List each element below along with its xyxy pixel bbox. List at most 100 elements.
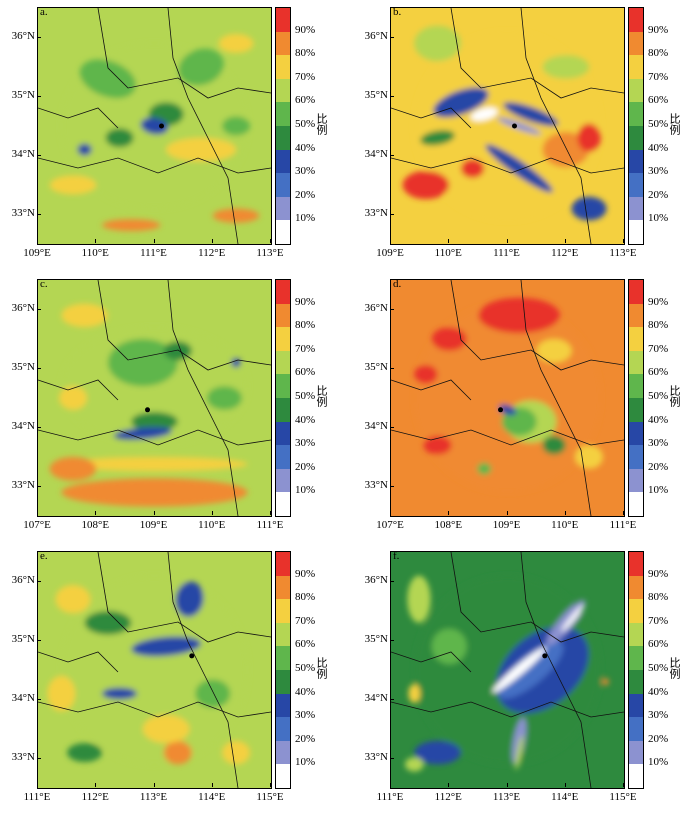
colorbar-label: 70% xyxy=(648,342,669,355)
contour-region xyxy=(163,740,192,765)
colorbar-segment xyxy=(629,646,643,670)
panel-label: e. xyxy=(40,550,48,562)
province-boundary xyxy=(38,429,271,446)
colorbar-label: 40% xyxy=(648,413,669,426)
lon-tick-label: 112°E xyxy=(81,791,109,803)
lon-tick xyxy=(270,239,271,243)
station-marker xyxy=(498,407,504,413)
colorbar-segment xyxy=(276,102,290,126)
lon-tick xyxy=(270,783,271,787)
colorbar-label: 40% xyxy=(648,141,669,154)
colorbar-segment xyxy=(629,374,643,398)
colorbar-label: 10% xyxy=(295,484,316,497)
colorbar-label: 60% xyxy=(648,638,669,651)
colorbar-segment xyxy=(276,126,290,150)
colorbar-segment xyxy=(276,350,290,375)
province-boundary xyxy=(520,280,592,516)
contour-region xyxy=(166,137,237,162)
lon-tick xyxy=(37,511,38,515)
colorbar-segment xyxy=(629,599,643,623)
colorbar-label: 60% xyxy=(648,366,669,379)
lon-tick-label: 113°E xyxy=(139,791,168,803)
map-area xyxy=(390,7,625,245)
colorbar-label: 10% xyxy=(648,756,669,769)
colorbar-segment xyxy=(276,280,290,304)
contour-region xyxy=(512,717,527,765)
colorbar-segment xyxy=(276,740,290,765)
province-boundary xyxy=(391,651,472,673)
colorbar-segment xyxy=(629,552,643,576)
colorbar-label: 80% xyxy=(648,47,669,60)
colorbar xyxy=(628,279,644,517)
colorbar-segment xyxy=(276,445,290,469)
map-area xyxy=(37,7,272,245)
contour-region xyxy=(414,25,461,62)
contour-region xyxy=(492,647,547,693)
colorbar-segment xyxy=(629,717,643,741)
contour-region xyxy=(84,611,132,635)
lon-tick xyxy=(564,511,566,515)
lat-tick xyxy=(390,37,394,38)
colorbar-label: 20% xyxy=(648,732,669,745)
lon-tick xyxy=(95,511,97,515)
map-area xyxy=(390,551,625,789)
contour-region xyxy=(61,478,248,507)
colorbar xyxy=(275,279,291,517)
lon-tick xyxy=(270,511,271,515)
lat-tick-label: 36°N xyxy=(364,302,388,314)
contour-region xyxy=(61,457,248,472)
contour-region xyxy=(414,31,601,221)
lat-tick xyxy=(390,427,394,428)
lat-tick xyxy=(37,368,41,369)
colorbar-segment xyxy=(629,78,643,103)
contour-region xyxy=(47,675,76,712)
colorbar-segment xyxy=(629,670,643,694)
lat-tick-label: 33°N xyxy=(11,751,35,763)
colorbar-label: 70% xyxy=(295,614,316,627)
contour-region xyxy=(414,364,438,384)
station-marker xyxy=(511,123,517,129)
province-boundary xyxy=(38,157,271,174)
lon-tick xyxy=(448,783,450,787)
contour-region xyxy=(542,131,590,168)
contour-region xyxy=(58,386,87,410)
lon-tick xyxy=(623,239,624,243)
colorbar-label: 50% xyxy=(648,662,669,674)
lat-tick-label: 34°N xyxy=(364,420,388,432)
province-boundary xyxy=(520,8,592,244)
lon-tick-label: 109°E xyxy=(492,519,521,531)
colorbar-label: 70% xyxy=(295,342,316,355)
colorbar-segment xyxy=(629,173,643,197)
lon-tick-label: 111°E xyxy=(493,247,520,259)
colorbar-segment xyxy=(276,78,290,103)
colorbar-segment xyxy=(629,492,643,516)
lon-tick-label: 109°E xyxy=(139,519,168,531)
colorbar-label: 90% xyxy=(648,295,669,308)
lon-tick-label: 111°E xyxy=(23,791,51,803)
contour-region xyxy=(105,128,134,148)
lat-tick xyxy=(390,699,394,700)
lat-tick-label: 36°N xyxy=(11,574,35,586)
colorbar-label: 80% xyxy=(295,47,316,60)
panel-label: f. xyxy=(393,550,400,562)
province-boundary xyxy=(167,280,239,516)
colorbar-label: 40% xyxy=(295,685,316,698)
lat-tick xyxy=(390,581,394,582)
colorbar-label: 50% xyxy=(648,118,669,130)
lon-tick xyxy=(211,511,213,515)
colorbar-segment xyxy=(629,126,643,150)
lon-tick xyxy=(623,511,624,515)
map-area xyxy=(390,279,625,517)
contour-region xyxy=(195,679,231,708)
map-field xyxy=(391,8,624,244)
station-marker xyxy=(145,407,151,413)
colorbar-segment xyxy=(276,622,290,647)
contour-region xyxy=(460,159,485,178)
colorbar xyxy=(628,551,644,789)
lat-tick-label: 36°N xyxy=(11,30,35,42)
contour-region xyxy=(503,102,559,127)
lon-tick xyxy=(95,783,97,787)
lon-tick-label: 115°E xyxy=(609,791,637,803)
colorbar-segment xyxy=(629,468,643,493)
contour-region xyxy=(218,33,254,53)
